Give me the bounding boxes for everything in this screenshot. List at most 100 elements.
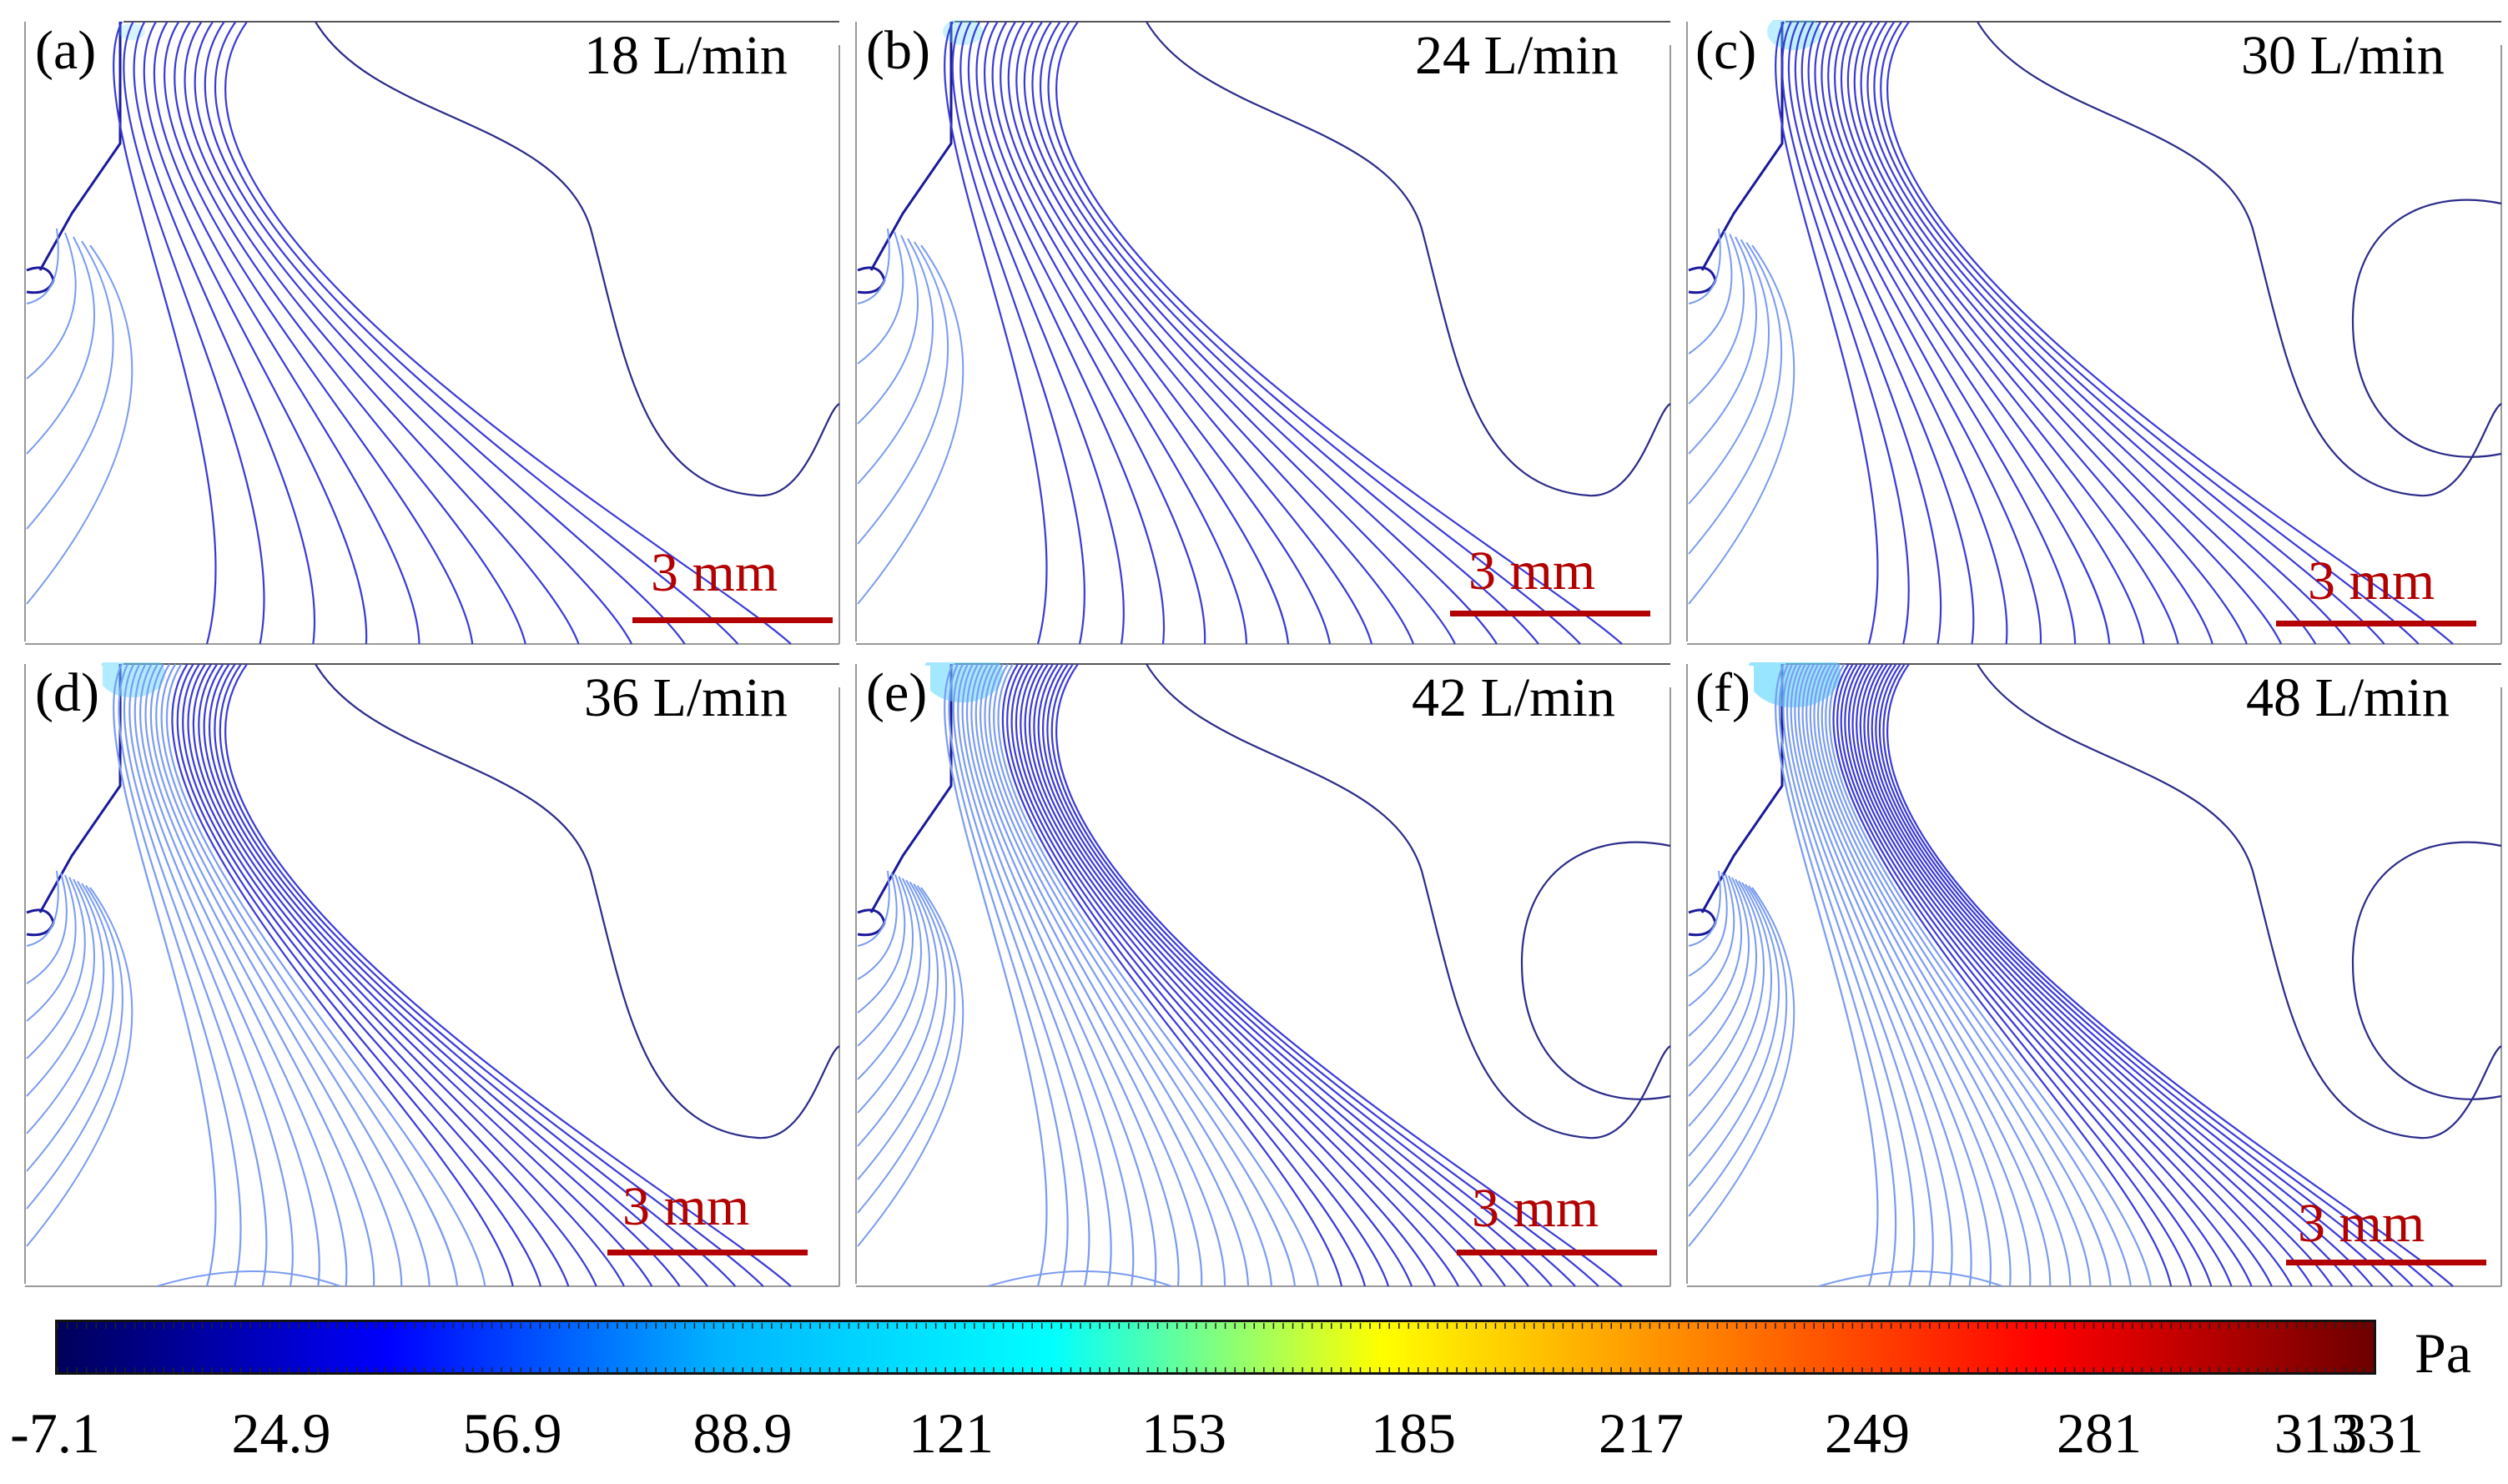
contour-line-d: [156, 1270, 341, 1287]
contour-line-f: [1790, 663, 1953, 1287]
contour-line-a: [123, 21, 265, 645]
contour-line-e: [970, 663, 1180, 1287]
contour-line-b: [991, 21, 1290, 645]
contour-line-d: [26, 884, 123, 1210]
contour-line-a: [315, 21, 840, 497]
contour-line-e: [857, 887, 964, 1247]
contour-line-b: [944, 21, 1048, 645]
contour-line-d: [26, 870, 59, 947]
contour-line-e: [974, 663, 1203, 1287]
contour-line-e: [966, 663, 1157, 1287]
panel-frame: [24, 664, 840, 1287]
contour-line-f: [1867, 663, 2354, 1287]
contour-line-c: [1866, 21, 2351, 645]
contour-line-a: [184, 21, 580, 645]
colorbar-tick-label: 24.9: [231, 1401, 331, 1465]
contour-line-d: [26, 877, 86, 1059]
contour-line-d: [176, 663, 542, 1287]
contour-line-d: [166, 663, 486, 1287]
scale-label-f: 3 mm: [2298, 1193, 2425, 1254]
contour-line-a: [26, 232, 77, 380]
contour-line-d: [118, 663, 242, 1287]
contour-line-f: [1882, 663, 2434, 1287]
contour-line-f: [1871, 663, 2374, 1287]
contour-line-b: [1007, 21, 1373, 645]
contour-line-e: [1015, 663, 1413, 1287]
contour-line-e: [952, 663, 1090, 1287]
contour-line-a: [214, 21, 739, 645]
contour-line-f: [1821, 663, 2112, 1287]
contour-line-a: [26, 236, 95, 455]
contour-line-c: [1775, 21, 1879, 645]
contour-line-b: [857, 228, 890, 304]
nozzle-wall: [869, 22, 953, 271]
nozzle-wall: [38, 22, 122, 271]
contour-line-f: [1813, 663, 2072, 1287]
contour-line-c: [1841, 21, 2213, 645]
contour-line-f: [1851, 663, 2273, 1287]
contour-line-f: [1688, 878, 1757, 1097]
contour-line-e: [957, 663, 1112, 1287]
recirculation-contour-e: [1520, 841, 1671, 1100]
contour-line-e: [961, 663, 1135, 1287]
contour-line-a: [133, 21, 316, 645]
contour-line-d: [26, 887, 133, 1247]
scale-bar-f: [2286, 1260, 2486, 1265]
scale-bar-c: [2276, 621, 2476, 626]
contour-line-c: [1821, 21, 2111, 645]
contour-line-d: [160, 663, 459, 1287]
contour-line-e: [1050, 663, 1599, 1287]
contour-line-b: [1023, 21, 1456, 645]
contour-line-c: [1834, 21, 2179, 645]
scale-bar-a: [632, 617, 833, 623]
contour-line-b: [1055, 21, 1623, 645]
flow-rate-d: 36 L/min: [581, 671, 791, 726]
scale-bar-d: [607, 1250, 808, 1255]
contour-line-e: [1037, 663, 1529, 1287]
contour-line-c: [1688, 231, 1733, 355]
contour-line-c: [1853, 21, 2283, 645]
scale-bar-e: [1457, 1250, 1657, 1255]
contour-line-b: [967, 21, 1166, 645]
colorbar-tick-label: 121: [909, 1401, 994, 1465]
contour-line-e: [980, 663, 1226, 1287]
contour-line-c: [1886, 21, 2454, 645]
contour-line-f: [1801, 663, 2012, 1287]
colorbar-tick-label: 88.9: [692, 1401, 793, 1465]
contour-line-d: [113, 663, 217, 1287]
contour-line-f: [1856, 663, 2293, 1287]
contour-line-d: [26, 874, 77, 1022]
contour-line-a: [224, 21, 792, 645]
contour-line-d: [128, 663, 294, 1287]
contour-line-c: [1880, 21, 2420, 645]
contour-line-f: [1878, 663, 2414, 1287]
scale-label-b: 3 mm: [1468, 541, 1596, 601]
contour-line-a: [153, 21, 421, 645]
colorbar-tick-label: 217: [1599, 1401, 1684, 1465]
contour-line-e: [1146, 663, 1671, 1139]
contour-line-d: [192, 663, 625, 1287]
contour-line-f: [1786, 663, 1934, 1287]
contour-line-d: [26, 878, 95, 1097]
contour-line-b: [951, 21, 1085, 645]
contour-line-b: [1000, 21, 1332, 645]
contour-line-f: [1794, 663, 1972, 1287]
contour-line-b: [857, 238, 934, 485]
contour-plot-c: [1686, 20, 2502, 645]
contour-line-f: [1688, 873, 1735, 1007]
panel-frame: [24, 22, 840, 645]
contour-line-e: [857, 874, 906, 1014]
contour-line-d: [224, 663, 792, 1287]
contour-line-f: [1818, 1270, 2003, 1287]
contour-line-d: [214, 663, 737, 1287]
contour-line-e: [857, 876, 914, 1047]
contour-line-d: [144, 663, 375, 1287]
contour-line-e: [1002, 663, 1343, 1287]
contour-line-e: [857, 883, 948, 1180]
panel-label-e: (e): [863, 666, 931, 721]
flow-rate-c: 30 L/min: [2238, 28, 2448, 83]
contour-line-d: [219, 663, 764, 1287]
contour-line-c: [1814, 21, 2077, 645]
contour-line-d: [203, 663, 681, 1287]
panel-b: (b) 24 L/min 3 mm: [854, 20, 1674, 647]
